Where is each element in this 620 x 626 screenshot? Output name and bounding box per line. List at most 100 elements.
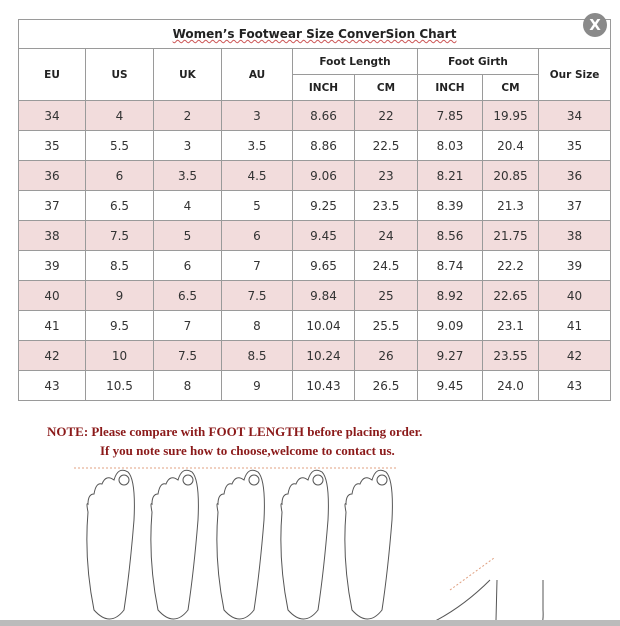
table-cell: 3.5	[153, 160, 222, 191]
foot-outline-icon	[150, 469, 199, 620]
foot-outline-icon	[280, 469, 329, 620]
table-cell: 3	[221, 100, 293, 131]
header-girth-cm: CM	[482, 74, 539, 101]
foot-outline-icon	[344, 469, 393, 620]
table-cell: 26.5	[354, 370, 418, 401]
header-au: AU	[221, 48, 293, 101]
table-cell: 9.65	[292, 250, 355, 281]
table-cell: 4	[153, 190, 222, 221]
table-cell: 8.21	[417, 160, 483, 191]
table-cell: 6	[221, 220, 293, 251]
header-us: US	[85, 48, 154, 101]
header-uk: UK	[153, 48, 222, 101]
note-line-1: NOTE: Please compare with FOOT LENGTH be…	[47, 424, 423, 439]
table-cell: 7	[221, 250, 293, 281]
table-cell: 6.5	[153, 280, 222, 311]
foot-illustration	[74, 467, 544, 620]
header-girth-inch: INCH	[417, 74, 483, 101]
table-cell: 10.04	[292, 310, 355, 341]
table-cell: 5	[221, 190, 293, 221]
table-cell: 9.45	[292, 220, 355, 251]
table-cell: 38	[18, 220, 86, 251]
table-cell: 9	[85, 280, 154, 311]
table-cell: 6	[153, 250, 222, 281]
table-cell: 7	[153, 310, 222, 341]
table-row: 38 7.5 5 6 9.45 24 8.56 21.75 38	[18, 220, 612, 251]
table-cell: 22.65	[482, 280, 539, 311]
table-cell: 8.39	[417, 190, 483, 221]
table-cell: 21.75	[482, 220, 539, 251]
table-cell: 41	[537, 310, 612, 341]
side-foot-icon	[435, 557, 544, 620]
table-cell: 20.85	[482, 160, 539, 191]
table-cell: 8.92	[417, 280, 483, 311]
table-cell: 9.84	[292, 280, 355, 311]
table-cell: 6	[85, 160, 154, 191]
table-cell: 8.03	[417, 130, 483, 161]
table-cell: 9	[221, 370, 293, 401]
table-row: 41 9.5 7 8 10.04 25.5 9.09 23.1 41	[18, 310, 612, 341]
note-line-2: If you note sure how to choose,welcome t…	[100, 443, 395, 458]
table-row: 37 6.5 4 5 9.25 23.5 8.39 21.3 37	[18, 190, 612, 221]
table-cell: 4.5	[221, 160, 293, 191]
bottom-shadow	[0, 620, 620, 626]
table-cell: 23.5	[354, 190, 418, 221]
table-cell: 7.5	[221, 280, 293, 311]
table-cell: 3.5	[221, 130, 293, 161]
table-cell: 8.5	[221, 340, 293, 371]
table-cell: 7.5	[153, 340, 222, 371]
table-cell: 42	[18, 340, 86, 371]
table-cell: 9.09	[417, 310, 483, 341]
table-cell: 5	[153, 220, 222, 251]
foot-outline-icon	[86, 469, 135, 620]
table-cell: 43	[537, 370, 612, 401]
table-cell: 22.5	[354, 130, 418, 161]
table-row: 36 6 3.5 4.5 9.06 23 8.21 20.85 36	[18, 160, 612, 191]
chart-title: Women’s Footwear Size ConverSion Chart	[17, 19, 612, 49]
table-cell: 35	[18, 130, 86, 161]
table-cell: 9.06	[292, 160, 355, 191]
table-cell: 35	[537, 130, 612, 161]
table-cell: 39	[537, 250, 612, 281]
table-cell: 36	[18, 160, 86, 191]
foot-outline-icon	[216, 469, 265, 620]
table-cell: 23.1	[482, 310, 539, 341]
table-cell: 22	[354, 100, 418, 131]
table-cell: 24	[354, 220, 418, 251]
table-cell: 10.24	[292, 340, 355, 371]
table-cell: 24.5	[354, 250, 418, 281]
table-cell: 37	[18, 190, 86, 221]
table-cell: 25	[354, 280, 418, 311]
table-cell: 7.5	[85, 220, 154, 251]
table-cell: 40	[537, 280, 612, 311]
header-our-size: Our Size	[537, 48, 612, 101]
table-row: 43 10.5 8 9 10.43 26.5 9.45 24.0 43	[18, 370, 612, 401]
table-cell: 9.45	[417, 370, 483, 401]
table-row: 40 9 6.5 7.5 9.84 25 8.92 22.65 40	[18, 280, 612, 311]
table-row: 42 10 7.5 8.5 10.24 26 9.27 23.55 42	[18, 340, 612, 371]
table-cell: 8.66	[292, 100, 355, 131]
table-cell: 5.5	[85, 130, 154, 161]
header-foot-length: Foot Length	[292, 48, 418, 75]
table-cell: 22.2	[482, 250, 539, 281]
table-cell: 23	[354, 160, 418, 191]
table-cell: 9.27	[417, 340, 483, 371]
table-cell: 34	[537, 100, 612, 131]
table-row: 39 8.5 6 7 9.65 24.5 8.74 22.2 39	[18, 250, 612, 281]
table-cell: 8.86	[292, 130, 355, 161]
table-cell: 24.0	[482, 370, 539, 401]
table-cell: 38	[537, 220, 612, 251]
table-cell: 20.4	[482, 130, 539, 161]
table-cell: 10.5	[85, 370, 154, 401]
header-eu: EU	[18, 48, 86, 101]
table-cell: 8.74	[417, 250, 483, 281]
table-cell: 6.5	[85, 190, 154, 221]
table-cell: 8	[221, 310, 293, 341]
table-cell: 34	[18, 100, 86, 131]
table-cell: 9.25	[292, 190, 355, 221]
table-cell: 42	[537, 340, 612, 371]
table-cell: 7.85	[417, 100, 483, 131]
table-row: 34 4 2 3 8.66 22 7.85 19.95 34	[18, 100, 612, 131]
close-x-icon[interactable]: X	[583, 13, 607, 37]
table-cell: 36	[537, 160, 612, 191]
